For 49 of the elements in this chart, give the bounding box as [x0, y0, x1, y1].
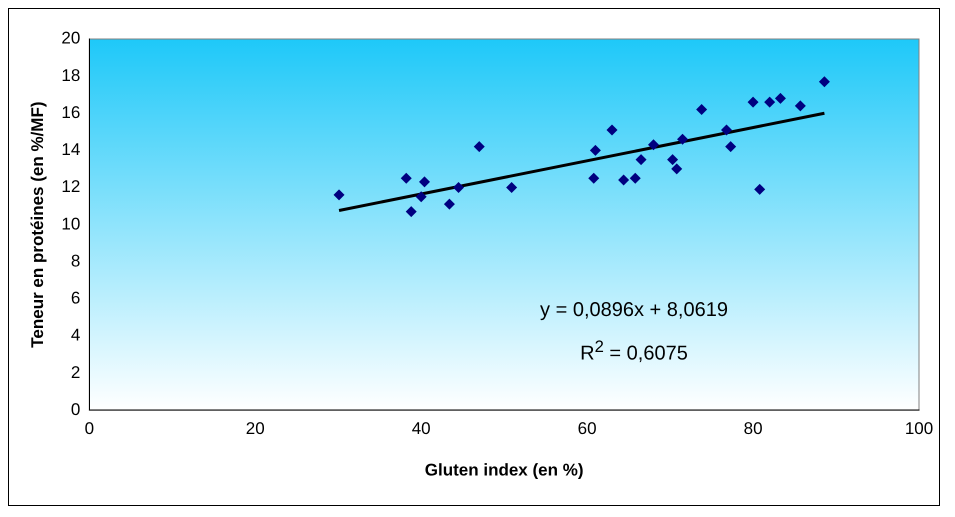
annotation: R$^{2}$ = 0,6075 — [580, 337, 688, 365]
point — [774, 92, 786, 104]
y-tick-label: 0 — [70, 400, 80, 419]
point — [794, 100, 806, 112]
x-tick-label: 100 — [904, 419, 934, 438]
y-tick-label: 8 — [70, 251, 80, 270]
y-tick-label: 14 — [61, 140, 80, 160]
x-tick-label: 60 — [578, 419, 597, 438]
point — [618, 174, 630, 186]
point — [406, 206, 417, 218]
point — [764, 96, 776, 108]
x-axis-title: Gluten index (en %) — [424, 460, 584, 480]
x-tick-label: 80 — [744, 419, 763, 438]
x-tick-label: 40 — [412, 419, 431, 438]
point — [416, 191, 427, 202]
point — [696, 104, 708, 116]
point — [400, 172, 412, 184]
y-tick-label: 18 — [61, 66, 80, 85]
point — [818, 76, 830, 88]
point — [677, 134, 688, 145]
y-tick-label: 4 — [70, 326, 80, 345]
annotation: y = 0,0896x + 8,0619 — [540, 299, 728, 321]
y-tick-label: 6 — [70, 288, 80, 308]
point — [636, 154, 647, 166]
point — [648, 139, 659, 150]
point — [590, 144, 601, 156]
y-axis-title: Teneur en protéines (en %/MF) — [28, 101, 47, 348]
point — [748, 96, 759, 108]
x-tick-label: 20 — [246, 419, 265, 438]
point — [444, 198, 455, 210]
y-tick-label: 20 — [61, 28, 80, 48]
point — [671, 163, 682, 174]
point — [725, 141, 736, 152]
point — [606, 124, 618, 136]
point — [667, 154, 678, 166]
y-tick-label: 16 — [61, 102, 80, 122]
y-tick-label: 2 — [70, 362, 80, 382]
y-tick-label: 10 — [61, 214, 80, 234]
point — [506, 182, 518, 193]
point — [334, 189, 345, 200]
point — [419, 176, 430, 188]
point — [630, 172, 641, 184]
point — [721, 124, 732, 136]
point — [453, 182, 464, 193]
x-tick-label: 0 — [84, 419, 94, 438]
point — [754, 184, 766, 195]
point — [588, 172, 600, 184]
point — [474, 141, 485, 152]
y-tick-label: 12 — [61, 177, 80, 196]
